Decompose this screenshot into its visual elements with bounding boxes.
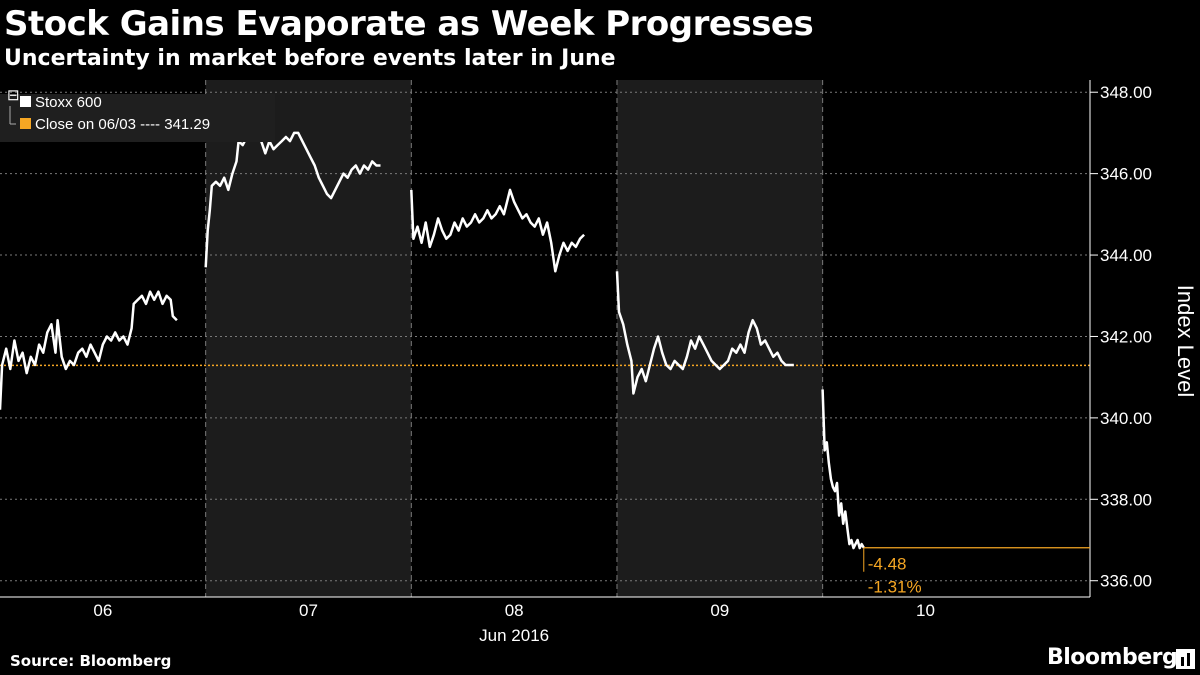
x-axis-label: Jun 2016 xyxy=(479,626,549,645)
axes: 336.00 338.00 340.00 342.00 344.00 346.00 348.… xyxy=(0,80,1198,645)
chart-subtitle: Uncertainty in market before events late… xyxy=(4,46,616,71)
x-tick-label: 06 xyxy=(93,601,112,620)
legend-box xyxy=(0,94,275,142)
y-tick-label: 344.00 xyxy=(1100,246,1152,265)
y-tick-label: 348.00 xyxy=(1100,83,1152,102)
legend-label-close: Close on 06/03 ---- 341.29 xyxy=(35,116,210,133)
x-tick-label: 07 xyxy=(299,601,318,620)
change-value: -4.48 xyxy=(868,555,907,574)
gridlines xyxy=(0,91,1090,582)
series-group xyxy=(0,123,865,550)
change-percent: -1.31% xyxy=(868,578,922,597)
legend-swatch-close xyxy=(20,118,31,129)
series-line-stoxx-600 xyxy=(410,188,585,273)
chart-title: Stock Gains Evaporate as Week Progresses xyxy=(4,4,814,44)
series-line-stoxx-600 xyxy=(204,123,381,268)
source-note: Source: Bloomberg xyxy=(10,652,172,670)
legend-swatch-stoxx xyxy=(20,96,31,107)
series-line-stoxx-600 xyxy=(0,290,178,410)
day-band-09 xyxy=(616,80,823,597)
y-axis-label: Index Level xyxy=(1173,285,1198,398)
legend-collapse-icon[interactable]: ⊟ xyxy=(7,87,20,104)
bloomberg-mark-icon xyxy=(1176,649,1195,669)
legend-label-stoxx: Stoxx 600 xyxy=(35,94,102,111)
series-line-stoxx-600 xyxy=(821,389,865,550)
brand-logo: Bloomberg xyxy=(1047,645,1178,670)
y-tick-label: 336.00 xyxy=(1100,572,1152,591)
x-tick-label: 10 xyxy=(916,601,935,620)
series-line-stoxx-600 xyxy=(615,271,794,395)
y-tick-label: 338.00 xyxy=(1100,490,1152,509)
annotations: -4.48 -1.31% xyxy=(863,547,1090,597)
y-tick-label: 342.00 xyxy=(1100,327,1152,346)
y-tick-label: 346.00 xyxy=(1100,165,1152,184)
day-bands xyxy=(205,80,824,597)
x-tick-label: 08 xyxy=(505,601,524,620)
x-tick-label: 09 xyxy=(710,601,729,620)
y-tick-label: 340.00 xyxy=(1100,409,1152,428)
legend: ⊟ Stoxx 600 Close on 06/03 ---- 341.29 xyxy=(0,87,275,142)
